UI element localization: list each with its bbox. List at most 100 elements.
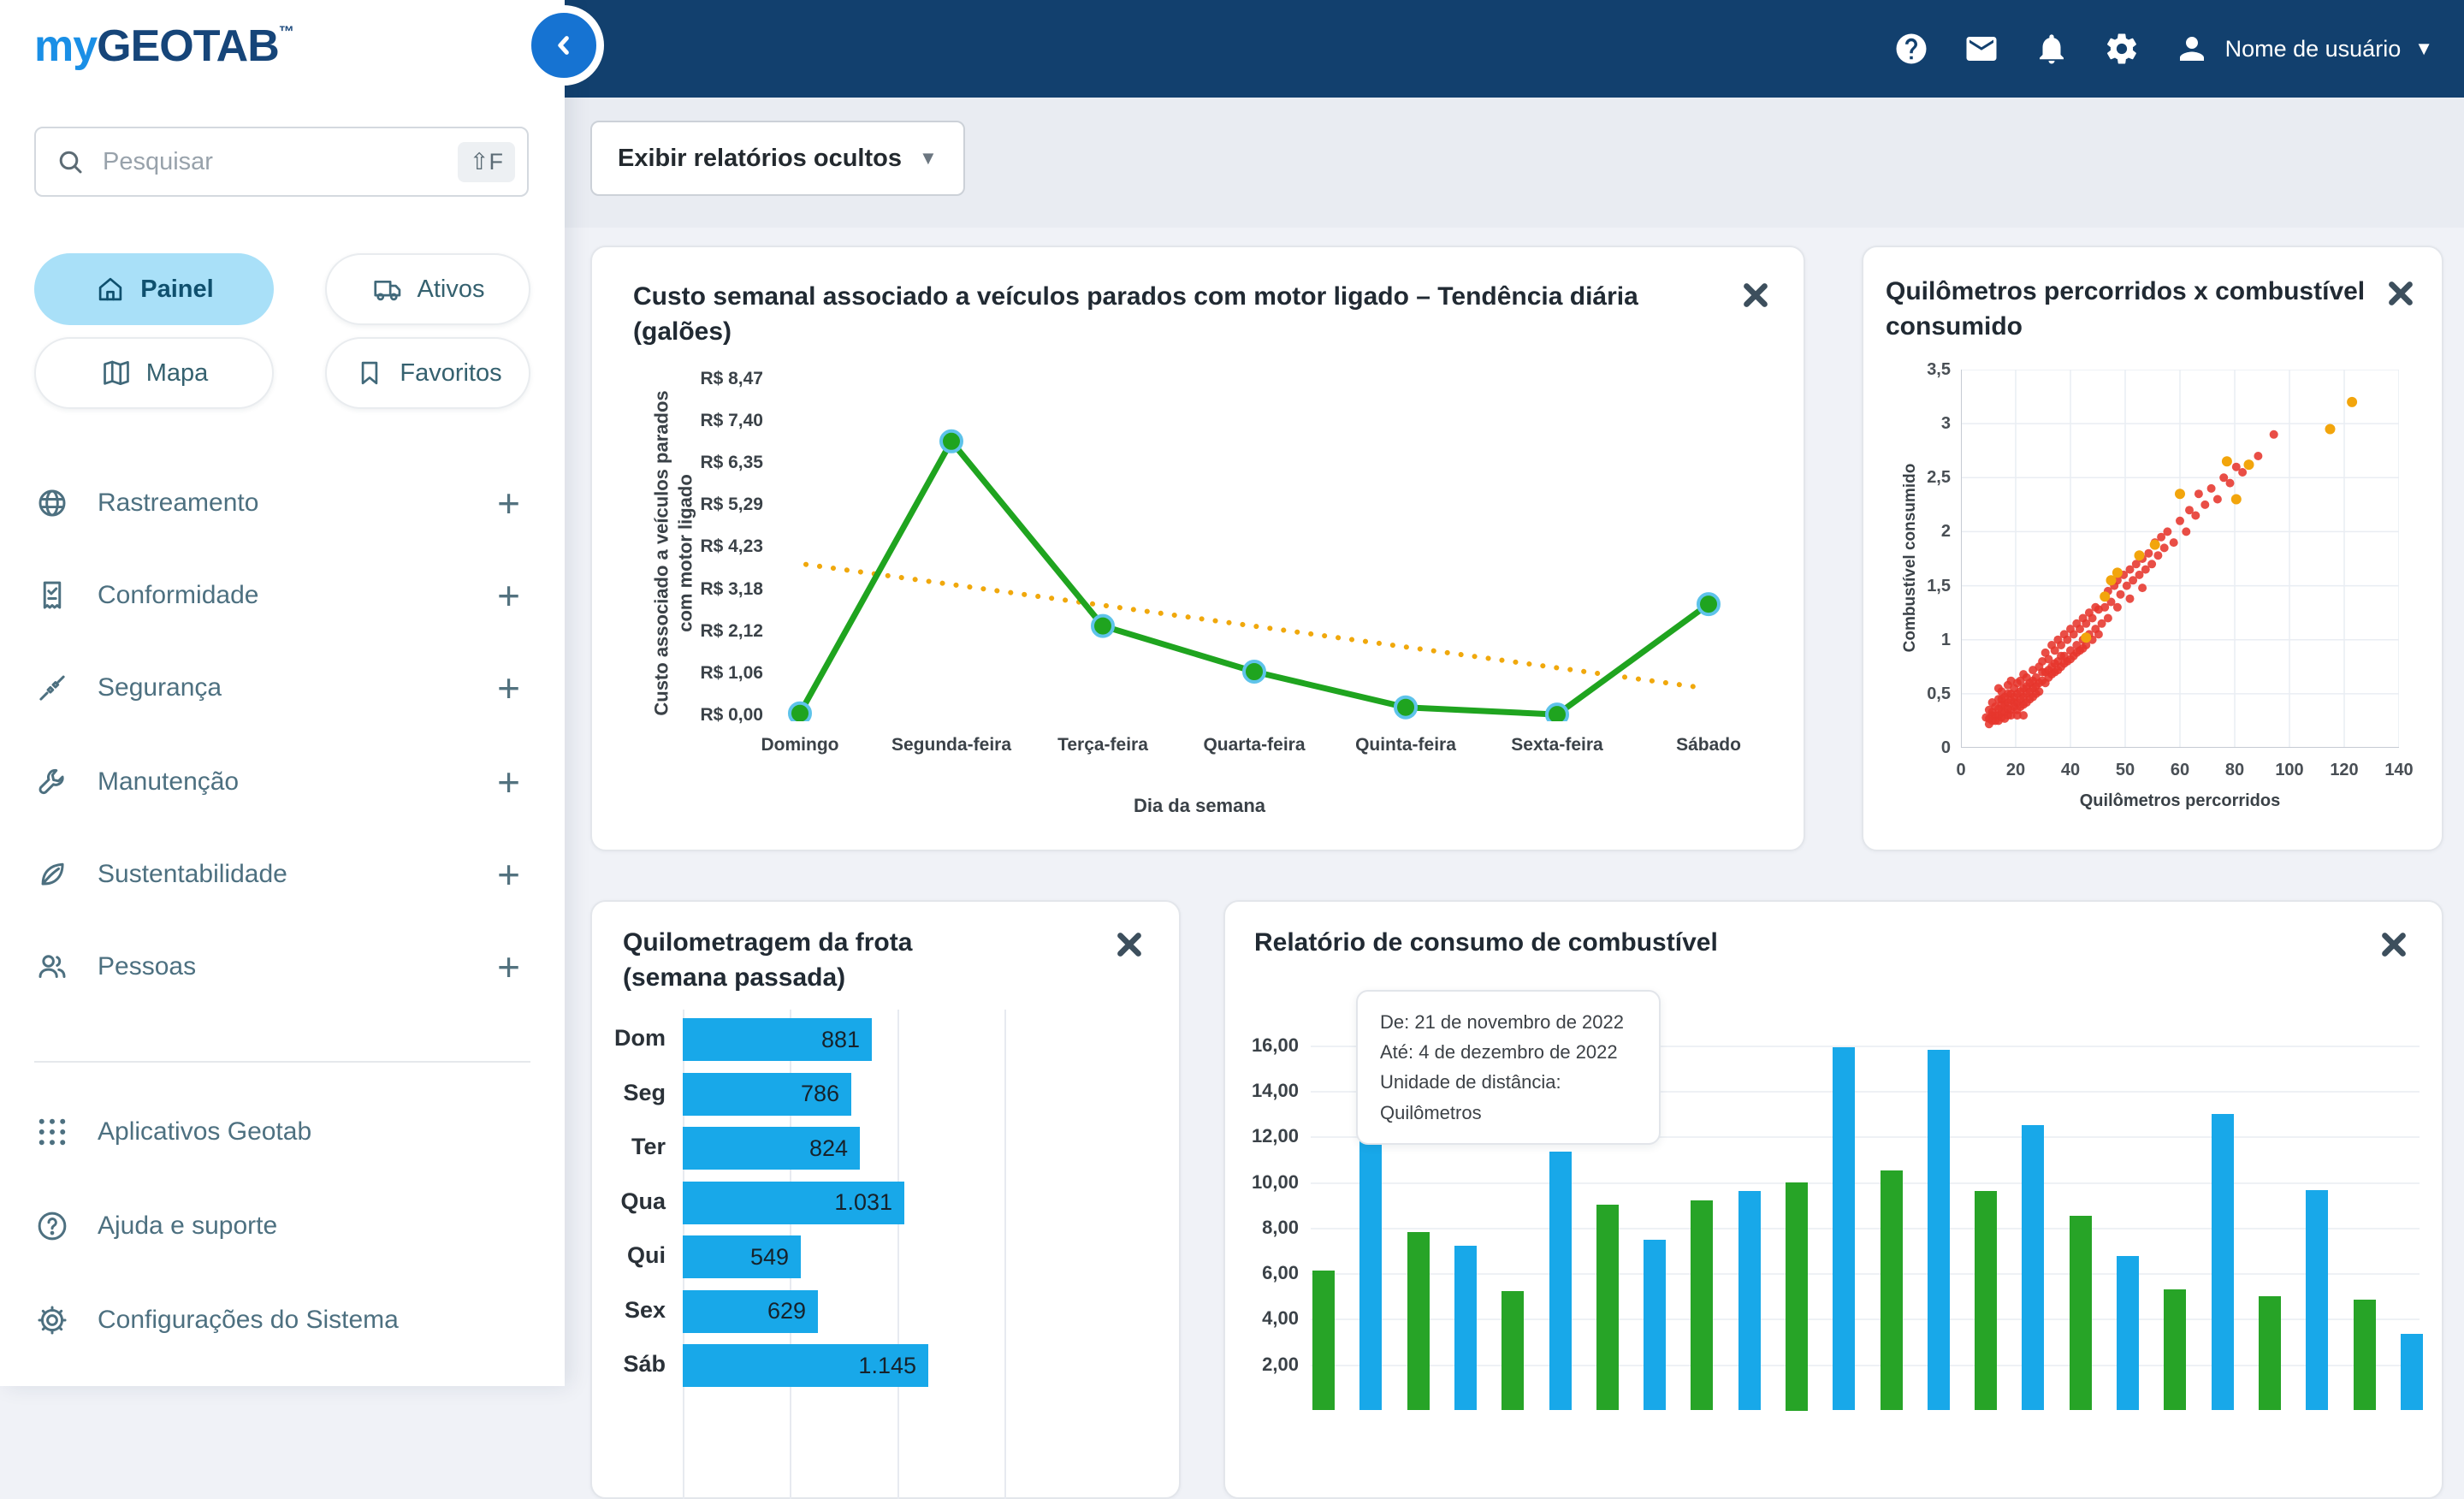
bar-category-label: Sex bbox=[592, 1297, 666, 1324]
x-tick-label: 20 bbox=[1990, 761, 2041, 780]
bar[interactable]: 549 bbox=[683, 1235, 801, 1278]
sidebar-item-seatbelt[interactable]: Segurança+ bbox=[0, 651, 565, 725]
y-tick-label: 4,00 bbox=[1225, 1307, 1299, 1330]
sidebar-collapse-button[interactable] bbox=[524, 5, 604, 86]
panel-idling-cost-trend: Custo semanal associado a veículos parad… bbox=[590, 246, 1805, 851]
bar-value-label: 786 bbox=[801, 1081, 851, 1107]
bar-row-sáb: Sáb1.145 bbox=[592, 1344, 1182, 1387]
add-plus-icon[interactable]: + bbox=[497, 947, 520, 986]
x-tick-label: Segunda-feira bbox=[874, 735, 1028, 755]
help-icon[interactable] bbox=[1892, 29, 1931, 68]
bar-category-label: Seg bbox=[592, 1080, 666, 1106]
bar-row-qua: Qua1.031 bbox=[592, 1182, 1182, 1224]
bar-blue[interactable] bbox=[1738, 1191, 1761, 1410]
sidebar-item-leaf[interactable]: Sustentabilidade+ bbox=[0, 838, 565, 911]
bar-blue[interactable] bbox=[1644, 1240, 1666, 1410]
sidebar-item-people[interactable]: Pessoas+ bbox=[0, 930, 565, 1004]
x-axis-label: Dia da semana bbox=[1063, 795, 1336, 817]
bar-green[interactable] bbox=[1596, 1205, 1619, 1410]
pill-ativos[interactable]: Ativos bbox=[325, 253, 530, 325]
tooltip-line: Unidade de distância: bbox=[1380, 1067, 1637, 1097]
bar[interactable]: 629 bbox=[683, 1290, 818, 1333]
close-icon[interactable] bbox=[2385, 278, 2420, 312]
bar-green[interactable] bbox=[1407, 1232, 1430, 1410]
bar-row-qui: Qui549 bbox=[592, 1235, 1182, 1278]
y-tick-label: 1 bbox=[1879, 631, 1951, 650]
bar-blue[interactable] bbox=[2022, 1125, 2044, 1410]
pill-painel[interactable]: Painel bbox=[34, 253, 274, 325]
bar-green[interactable] bbox=[1502, 1291, 1524, 1410]
bar-blue[interactable] bbox=[2306, 1190, 2328, 1410]
chart-title: Quilometragem da frota (semana passada) bbox=[623, 926, 1068, 995]
bar-blue[interactable] bbox=[1549, 1152, 1572, 1410]
sidebar-item-help-circle[interactable]: Ajuda e suporte bbox=[0, 1189, 565, 1263]
add-plus-icon[interactable]: + bbox=[497, 483, 520, 523]
y-tick-label: 10,00 bbox=[1225, 1171, 1299, 1194]
bar[interactable]: 824 bbox=[683, 1127, 860, 1170]
bar-row-ter: Ter824 bbox=[592, 1127, 1182, 1170]
close-icon[interactable] bbox=[2378, 929, 2413, 963]
user-menu[interactable]: Nome de usuário ▼ bbox=[2172, 29, 2433, 68]
bar-green[interactable] bbox=[2259, 1296, 2281, 1410]
close-icon[interactable] bbox=[1114, 929, 1148, 963]
bar-blue[interactable] bbox=[1359, 1125, 1382, 1410]
add-plus-icon[interactable]: + bbox=[497, 855, 520, 894]
close-icon[interactable] bbox=[1740, 280, 1774, 314]
sidebar-item-globe[interactable]: Rastreamento+ bbox=[0, 466, 565, 540]
bar-green[interactable] bbox=[2354, 1300, 2376, 1410]
bar-value-label: 629 bbox=[767, 1298, 818, 1324]
add-plus-icon[interactable]: + bbox=[497, 762, 520, 802]
bar[interactable]: 786 bbox=[683, 1073, 851, 1116]
bar-green[interactable] bbox=[1312, 1271, 1335, 1410]
search-shortcut-badge: ⇧F bbox=[458, 142, 515, 182]
bar-green[interactable] bbox=[2164, 1289, 2186, 1410]
sidebar-item-label: Ajuda e suporte bbox=[98, 1212, 565, 1241]
bar-row-dom: Dom881 bbox=[592, 1018, 1182, 1061]
bar-blue[interactable] bbox=[2401, 1334, 2423, 1410]
chevron-down-icon: ▼ bbox=[919, 147, 938, 169]
bar-blue[interactable] bbox=[1928, 1050, 1950, 1410]
x-tick-label: Quarta-feira bbox=[1177, 735, 1331, 755]
x-tick-label: 50 bbox=[2100, 761, 2151, 780]
people-icon bbox=[34, 949, 70, 985]
settings-gear-icon[interactable] bbox=[2102, 29, 2141, 68]
pill-mapa[interactable]: Mapa bbox=[34, 337, 274, 409]
gridline bbox=[1311, 1273, 2420, 1275]
notifications-bell-icon[interactable] bbox=[2032, 29, 2071, 68]
bar-blue[interactable] bbox=[1833, 1047, 1855, 1410]
bar-blue[interactable] bbox=[2212, 1114, 2234, 1410]
date-range-tooltip: De: 21 de novembro de 2022 Até: 4 de dez… bbox=[1356, 990, 1661, 1145]
sidebar-item-apps-grid[interactable]: Aplicativos Geotab bbox=[0, 1095, 565, 1169]
bar-blue[interactable] bbox=[2117, 1256, 2139, 1410]
bar-green[interactable] bbox=[1691, 1200, 1713, 1410]
bar-green[interactable] bbox=[1881, 1170, 1903, 1410]
map-icon bbox=[100, 357, 133, 389]
show-hidden-reports-button[interactable]: Exibir relatórios ocultos ▼ bbox=[590, 121, 965, 196]
sidebar-item-wrench[interactable]: Manutenção+ bbox=[0, 745, 565, 819]
sidebar-item-gear-outline[interactable]: Configurações do Sistema bbox=[0, 1283, 565, 1357]
bar-green[interactable] bbox=[1975, 1191, 1997, 1410]
bar[interactable]: 1.031 bbox=[683, 1182, 904, 1224]
y-tick-label: 2,00 bbox=[1225, 1354, 1299, 1376]
x-tick-label: 140 bbox=[2373, 761, 2425, 780]
tooltip-line: Quilômetros bbox=[1380, 1098, 1637, 1128]
search-input[interactable] bbox=[101, 147, 458, 177]
wrench-icon bbox=[34, 764, 70, 800]
sidebar-item-document-check[interactable]: Conformidade+ bbox=[0, 559, 565, 632]
logo-geotab: GEOTAB bbox=[97, 21, 279, 71]
bar-blue[interactable] bbox=[1454, 1246, 1477, 1410]
bar-green[interactable] bbox=[2070, 1216, 2092, 1410]
bar[interactable]: 881 bbox=[683, 1018, 872, 1061]
search-icon bbox=[55, 146, 86, 177]
mygeotab-logo[interactable]: myGEOTAB™ bbox=[34, 21, 293, 72]
y-tick-label: 6,00 bbox=[1225, 1262, 1299, 1284]
username-label: Nome de usuário bbox=[2225, 36, 2402, 62]
add-plus-icon[interactable]: + bbox=[497, 668, 520, 708]
y-tick-label: 8,00 bbox=[1225, 1217, 1299, 1239]
pill-favoritos[interactable]: Favoritos bbox=[325, 337, 530, 409]
add-plus-icon[interactable]: + bbox=[497, 576, 520, 615]
bar[interactable]: 1.145 bbox=[683, 1344, 928, 1387]
bar-green[interactable] bbox=[1786, 1182, 1808, 1411]
panel-fuel-consumption-report: Relatório de consumo de combustível De: … bbox=[1223, 900, 2443, 1499]
mail-icon[interactable] bbox=[1962, 29, 2001, 68]
